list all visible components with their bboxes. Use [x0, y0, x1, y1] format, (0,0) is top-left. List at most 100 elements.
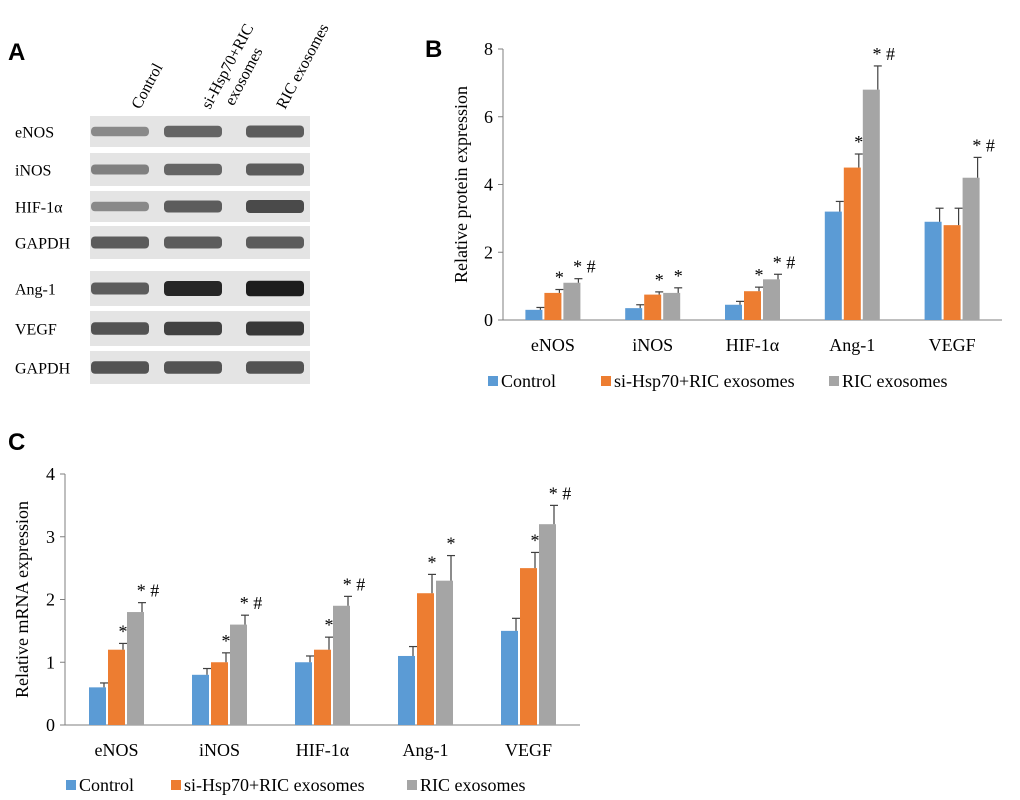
blot-protein-label: GAPDH: [15, 236, 71, 253]
blot-band: [164, 321, 222, 336]
blot-band: [91, 361, 149, 374]
bar: [862, 89, 880, 321]
blot-band: [246, 163, 304, 176]
bar: [824, 211, 842, 320]
y-tick-label: 2: [46, 590, 55, 610]
blot-band: [164, 361, 222, 374]
y-tick-label: 4: [484, 175, 493, 195]
bar: [333, 605, 350, 725]
blot-band: [91, 322, 149, 335]
bar: [663, 292, 681, 320]
x-category-label: eNOS: [531, 335, 575, 355]
bar: [89, 687, 106, 725]
bar: [744, 291, 761, 320]
significance-label: * #: [873, 44, 896, 64]
bar: [398, 655, 415, 725]
bar: [108, 649, 125, 725]
panel-label-c: C: [8, 429, 25, 456]
blot-band: [246, 280, 304, 297]
significance-label: * #: [240, 593, 263, 613]
legend-swatch: [601, 376, 611, 386]
panel-label-b: B: [425, 36, 442, 63]
legend-swatch: [171, 780, 181, 790]
blot-protein-label: iNOS: [15, 163, 51, 180]
x-category-label: iNOS: [632, 335, 673, 355]
x-category-label: iNOS: [199, 740, 240, 760]
x-category-label: Ang-1: [829, 335, 875, 355]
bar: [962, 177, 980, 320]
y-tick-label: 6: [484, 107, 493, 127]
bar: [625, 308, 643, 320]
blot-lane-label: si-Hsp70+RICexosomes: [199, 21, 275, 120]
bar: [230, 624, 247, 725]
significance-label: * #: [343, 574, 366, 594]
significance-label: *: [325, 615, 334, 635]
western-blot-panel: eNOS iNOS HIF-1α GAPDH Ang-1 VEGF GAPDH Control…: [15, 21, 333, 384]
x-category-label: VEGF: [929, 335, 976, 355]
significance-label: *: [222, 631, 231, 651]
bar: [563, 282, 581, 320]
significance-label: *: [447, 534, 456, 554]
bar: [417, 593, 434, 725]
x-category-label: eNOS: [95, 740, 139, 760]
legend-swatch: [407, 780, 417, 790]
blot-band: [164, 200, 222, 213]
x-category-label: HIF-1α: [726, 335, 780, 355]
y-tick-label: 8: [484, 39, 493, 59]
blot-band: [164, 281, 222, 296]
blot-band: [164, 236, 222, 249]
significance-label: *: [428, 552, 437, 572]
significance-label: *: [119, 621, 128, 641]
bar: [763, 279, 780, 320]
bar: [501, 630, 518, 725]
protein-expression-chart: 0 2 4 6 8 Relative protein expression eNOS * * #…: [451, 39, 1002, 391]
legend-label: RIC exosomes: [842, 371, 948, 391]
bar: [725, 304, 742, 320]
x-category-label: Ang-1: [403, 740, 449, 760]
blot-band: [246, 200, 304, 213]
blot-protein-label: VEGF: [15, 322, 57, 339]
bar: [314, 649, 331, 725]
x-category-label: VEGF: [505, 740, 552, 760]
bar: [644, 294, 662, 320]
blot-band: [91, 164, 149, 175]
bar: [539, 524, 556, 725]
y-tick-label: 0: [484, 310, 493, 330]
bar: [943, 225, 961, 320]
significance-label: * #: [137, 581, 160, 601]
y-tick-label: 2: [484, 242, 493, 262]
panel-label-a: A: [8, 39, 25, 66]
significance-label: * #: [773, 252, 796, 272]
blot-band: [246, 321, 304, 336]
blot-protein-label: Ang-1: [15, 282, 56, 299]
bar: [211, 662, 228, 725]
legend-label: si-Hsp70+RIC exosomes: [184, 775, 365, 795]
legend-label: RIC exosomes: [420, 775, 526, 795]
significance-label: *: [755, 265, 764, 285]
significance-label: *: [531, 530, 540, 550]
blot-lane-label: RIC exosomes: [274, 21, 333, 112]
bar: [843, 167, 861, 320]
x-category-label: HIF-1α: [296, 740, 350, 760]
significance-label: * #: [573, 257, 596, 277]
blot-protein-label: GAPDH: [15, 361, 71, 378]
bar: [436, 580, 453, 725]
blot-band: [164, 163, 222, 176]
blot-band: [246, 236, 304, 249]
blot-band: [91, 201, 149, 212]
blot-protein-label: HIF-1α: [15, 200, 63, 217]
legend-swatch: [829, 376, 839, 386]
legend-swatch: [66, 780, 76, 790]
blot-lane-label: Control: [129, 60, 167, 112]
bar: [520, 568, 537, 725]
blot-protein-label: eNOS: [15, 125, 54, 142]
significance-label: * #: [549, 483, 572, 503]
y-axis-title: Relative mRNA expression: [12, 501, 32, 698]
legend-swatch: [488, 376, 498, 386]
significance-label: *: [674, 266, 683, 286]
y-axis-title: Relative protein expression: [451, 86, 471, 283]
blot-band: [164, 125, 222, 138]
legend-label: si-Hsp70+RIC exosomes: [614, 371, 795, 391]
bar: [924, 221, 942, 320]
